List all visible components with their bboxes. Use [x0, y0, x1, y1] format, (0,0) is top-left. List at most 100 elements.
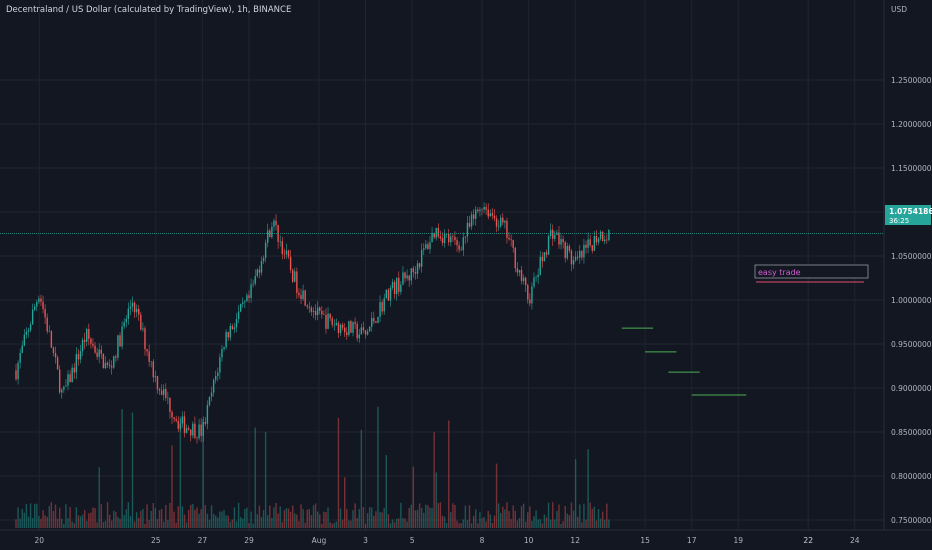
volume-bar — [115, 511, 117, 528]
price-tick-label: 1.05000000 — [891, 252, 932, 261]
candle-body — [42, 301, 44, 309]
candle-body — [269, 230, 271, 238]
volume-bar — [314, 503, 317, 528]
horizontal-levels[interactable] — [621, 327, 747, 396]
volume-bar — [229, 521, 231, 528]
candle-body — [423, 248, 425, 250]
price-tick-label: 1.20000000 — [891, 120, 932, 129]
candle-body — [287, 250, 290, 257]
volume-bar — [495, 463, 498, 528]
candle-body — [298, 292, 300, 296]
candle-body — [86, 329, 88, 342]
volume-bar — [291, 505, 294, 528]
volume-bar — [450, 512, 452, 528]
volume-bar — [50, 502, 53, 528]
volume-bar — [371, 507, 373, 528]
candle-body — [90, 338, 92, 344]
candle-body — [460, 249, 462, 251]
time-tick-label: 12 — [570, 536, 580, 545]
volume-bar — [127, 502, 130, 528]
volume-bar — [117, 517, 119, 528]
candle-body — [54, 352, 57, 358]
volume-bar — [15, 519, 17, 528]
volume-bar — [67, 518, 69, 528]
candle-body — [589, 239, 591, 246]
candle-body — [583, 244, 585, 258]
easy-trade-annotation[interactable]: easy trade — [754, 264, 869, 283]
price-scale-currency: USD — [891, 5, 907, 14]
candle-body — [79, 351, 82, 360]
candle-body — [348, 321, 350, 336]
time-tick-label: 22 — [803, 536, 813, 545]
candle-body — [502, 217, 504, 223]
volume-bar — [337, 417, 340, 528]
candle-body — [77, 354, 80, 360]
candle-body — [190, 429, 192, 436]
price-tick-label: 0.95000000 — [891, 340, 932, 349]
volume-bar — [267, 515, 269, 528]
annotation-box[interactable] — [754, 264, 869, 279]
candle-body — [146, 349, 148, 352]
candle-body — [275, 220, 277, 225]
volume-bar — [275, 503, 277, 528]
candlesticks[interactable] — [15, 202, 610, 444]
candle-body — [25, 331, 28, 335]
candle-body — [404, 272, 406, 279]
candle-body — [310, 307, 313, 312]
candle-body — [260, 260, 263, 273]
volume-bar — [545, 517, 548, 528]
candle-body — [100, 349, 102, 354]
volume-bar — [34, 504, 36, 528]
candle-body — [518, 269, 521, 273]
candle-body — [604, 239, 606, 242]
candle-body — [535, 277, 537, 278]
time-tick-label: 22 — [803, 536, 813, 545]
candle-body — [337, 322, 340, 333]
candle-body — [510, 239, 512, 241]
candle-body — [23, 334, 26, 346]
volume-bar — [387, 514, 390, 528]
volume-bar — [414, 510, 417, 528]
volume-bar — [321, 523, 323, 528]
candle-body — [163, 388, 165, 395]
volume-bar — [402, 518, 404, 528]
candle-body — [233, 327, 236, 330]
candle-body — [448, 234, 450, 243]
candle-body — [133, 302, 136, 313]
candle-body — [250, 284, 252, 298]
volume-bar — [452, 503, 454, 528]
candle-body — [333, 324, 335, 326]
candle-body — [110, 366, 113, 368]
candle-body — [439, 236, 442, 239]
volume-bar — [568, 515, 571, 528]
volume-bar — [514, 510, 516, 528]
volume-bar — [138, 518, 140, 528]
volume-bar — [81, 514, 84, 528]
volume-bar — [595, 520, 598, 528]
candle-body — [576, 256, 579, 258]
candle-body — [52, 347, 55, 353]
candle-body — [135, 308, 138, 313]
candle-body — [248, 295, 250, 298]
volume-bar — [302, 509, 304, 528]
candle-body — [183, 416, 186, 433]
volume-bar — [192, 504, 194, 528]
volume-bar — [504, 509, 506, 528]
candle-body — [560, 239, 562, 245]
candle-body — [368, 326, 371, 332]
candle-body — [579, 250, 581, 258]
volume-bar — [393, 522, 396, 528]
candle-body — [385, 289, 388, 299]
candle-body — [237, 311, 240, 319]
volume-bar — [562, 521, 564, 528]
candle-body — [387, 289, 390, 301]
volume-bar — [279, 506, 281, 528]
symbol-title: Decentraland / US Dollar (calculated by … — [6, 5, 292, 15]
volume-bar — [92, 507, 94, 528]
candle-body — [192, 423, 194, 436]
candle-body — [414, 272, 417, 274]
candle-body — [591, 245, 593, 251]
candle-body — [549, 229, 552, 237]
